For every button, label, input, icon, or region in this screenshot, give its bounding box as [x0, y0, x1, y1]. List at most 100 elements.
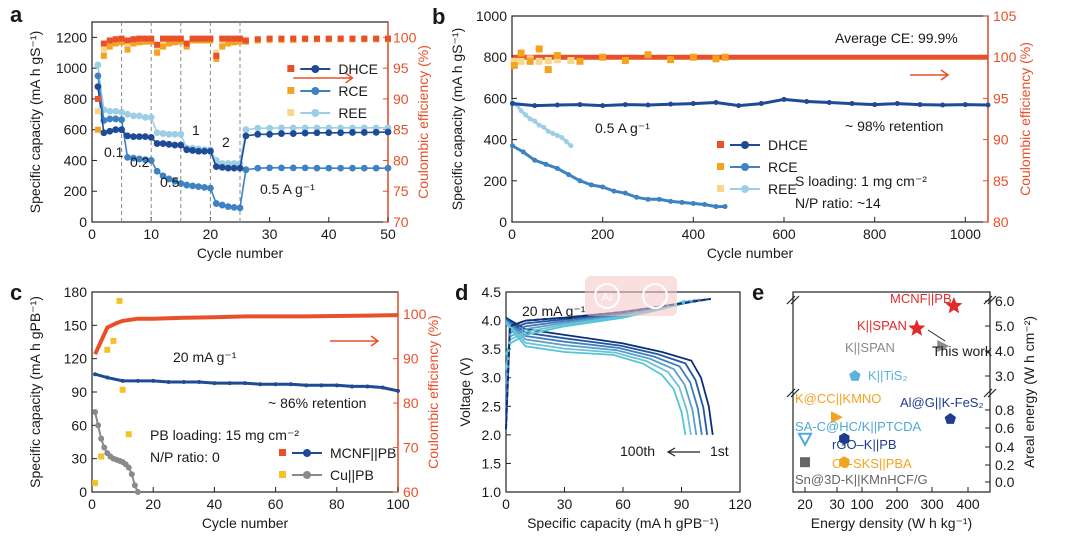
data-point — [135, 112, 143, 120]
data-point — [95, 422, 102, 429]
data-point — [112, 115, 120, 123]
y-tick-label: 90 — [71, 384, 87, 400]
series-ree — [94, 61, 392, 167]
data-point — [153, 129, 161, 137]
legend-label: REE — [338, 105, 367, 121]
legend-marker-ce — [279, 449, 286, 456]
data-point — [527, 116, 533, 122]
y-tick-label: 800 — [64, 91, 88, 107]
data-point — [242, 132, 250, 140]
y-tick-label: 3.5 — [482, 341, 502, 357]
data-point — [92, 480, 99, 487]
data-point — [100, 52, 107, 59]
y-tick-label: 600 — [484, 90, 508, 106]
data-point — [242, 166, 250, 174]
series-ce-mcnf — [93, 313, 399, 356]
data-point — [917, 102, 923, 108]
legend-marker-ce — [287, 65, 295, 72]
data-point — [165, 40, 172, 47]
data-point — [154, 49, 161, 56]
data-point — [254, 164, 262, 172]
data-point — [385, 35, 391, 42]
data-point — [568, 143, 574, 149]
y-right-tick-label: 85 — [393, 122, 409, 138]
data-point — [576, 57, 584, 65]
data-point — [207, 147, 214, 155]
data-point — [118, 39, 125, 46]
x-tick-label: 200 — [591, 226, 615, 242]
data-point — [237, 38, 243, 45]
data-point — [181, 380, 186, 384]
legend-label: MCNF||PB — [330, 445, 396, 461]
annotation-average-ce: Average CE: 99.9% — [835, 30, 958, 46]
data-point — [225, 35, 232, 42]
legend-marker — [303, 449, 311, 457]
y-tick-label: 2.0 — [482, 427, 502, 443]
data-point — [553, 56, 561, 64]
data-point — [166, 380, 171, 384]
y-tick-label: 1200 — [56, 29, 87, 45]
data-point — [523, 112, 529, 118]
data-point — [165, 130, 173, 138]
data-point — [94, 61, 102, 69]
data-point — [124, 37, 131, 44]
data-point — [242, 126, 250, 134]
data-point — [690, 101, 696, 107]
y-tick-label: 0 — [79, 484, 87, 500]
data-point — [236, 204, 244, 212]
data-point — [213, 52, 220, 59]
annotation-rate: 20 mA g⁻¹ — [173, 349, 237, 365]
data-point — [289, 130, 297, 137]
data-point — [213, 49, 220, 56]
data-point — [553, 52, 561, 60]
annotation-cycle-1: 1st — [710, 443, 729, 459]
data-point — [532, 157, 538, 163]
data-point — [213, 55, 220, 62]
data-point — [278, 124, 285, 132]
legend-marker — [741, 185, 749, 193]
rate-label: 1 — [192, 122, 200, 138]
x-axis-label: Cycle number — [202, 515, 289, 531]
data-point — [110, 337, 117, 344]
data-point — [148, 38, 155, 45]
data-point — [360, 164, 368, 172]
data-point — [119, 386, 126, 393]
discharge-curve — [505, 319, 703, 436]
x-tick-label: 0 — [502, 496, 510, 512]
series-ce-cu — [92, 297, 132, 487]
data-point — [116, 297, 123, 304]
data-point — [130, 40, 137, 47]
annotation-retention: ~ 98% retention — [845, 118, 943, 134]
data-point — [94, 83, 102, 91]
data-point — [237, 35, 243, 42]
data-point — [148, 35, 155, 42]
data-point — [94, 126, 101, 133]
data-point — [290, 35, 297, 42]
data-point — [130, 36, 137, 43]
rate-label: 2 — [222, 134, 230, 150]
data-point — [106, 43, 113, 50]
legend-marker — [741, 141, 749, 149]
legend-marker — [311, 109, 320, 117]
data-point — [207, 35, 214, 42]
data-point — [135, 378, 140, 383]
data-point — [319, 383, 324, 388]
data-point — [550, 130, 556, 136]
marker-pentagon — [944, 413, 956, 424]
data-point — [360, 129, 368, 136]
data-point — [177, 38, 184, 45]
y-right-tick-label: 90 — [393, 91, 409, 107]
data-point — [302, 35, 309, 42]
data-point — [337, 164, 345, 172]
data-point — [509, 143, 515, 149]
data-point — [940, 102, 946, 108]
data-point — [373, 35, 380, 42]
data-point — [243, 381, 247, 386]
y-tick-label: 1.5 — [482, 455, 502, 471]
data-point — [171, 177, 179, 185]
legend-label: REE — [768, 181, 797, 197]
legend-marker-ce — [717, 141, 724, 148]
y-right-axis-label: Coulombic efficiency (%) — [415, 45, 431, 199]
data-point — [183, 181, 191, 189]
data-point — [567, 56, 575, 64]
